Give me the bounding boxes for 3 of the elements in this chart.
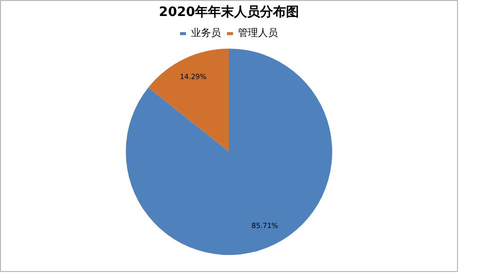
chart-title: 2020年年末人员分布图 [158,5,300,20]
legend-label: 业务员 [191,27,221,40]
legend-label: 管理人员 [238,28,278,40]
